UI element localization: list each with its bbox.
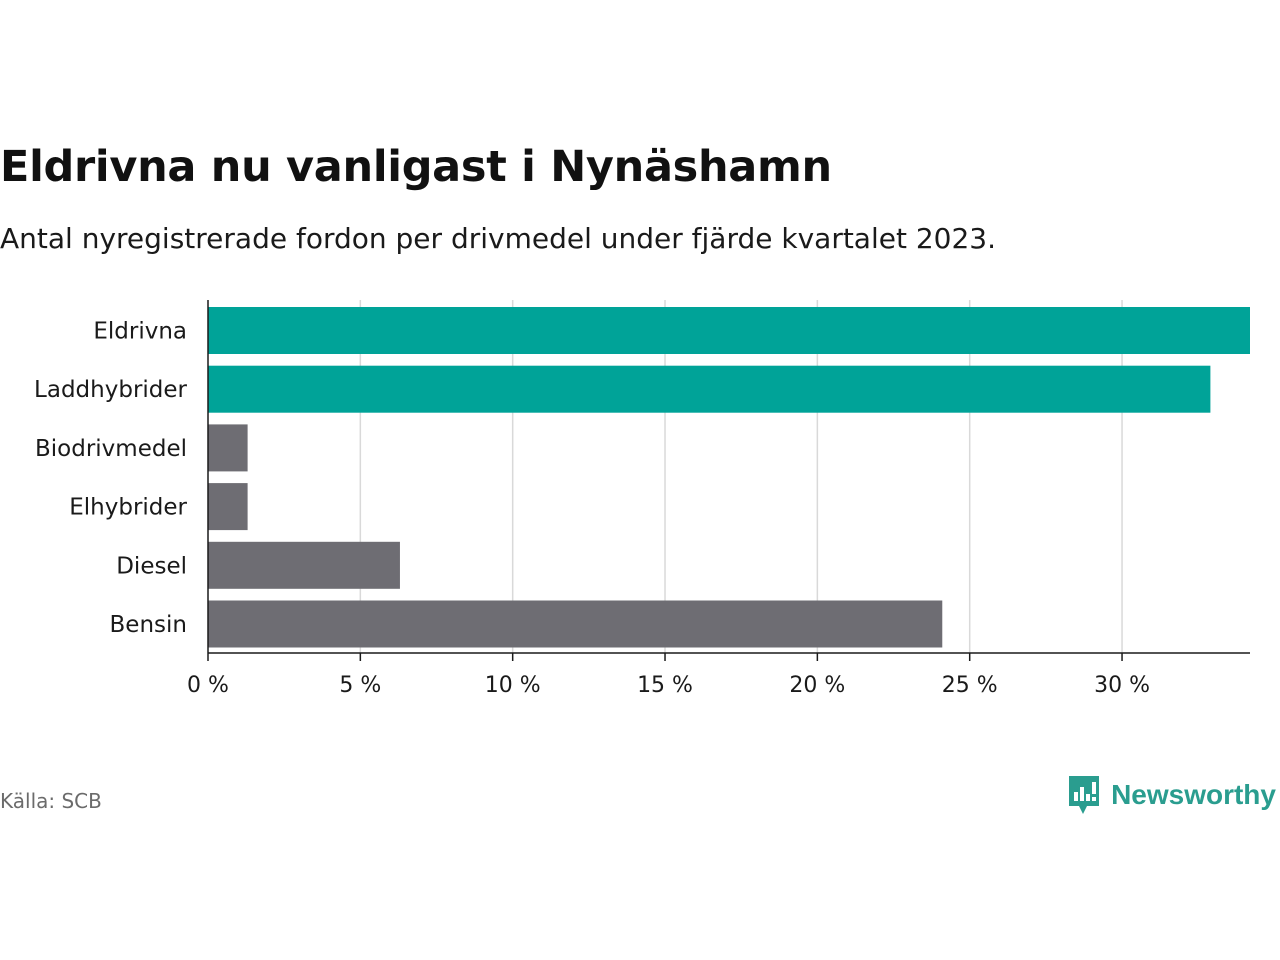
category-label: Diesel xyxy=(116,553,187,579)
source-note: Källa: SCB xyxy=(0,789,102,813)
category-label: Biodrivmedel xyxy=(35,436,187,462)
x-tick-label: 0 % xyxy=(187,673,229,698)
x-tick-label: 10 % xyxy=(485,673,541,698)
bar-bensin xyxy=(208,600,943,648)
bar-eldrivna xyxy=(208,307,1250,354)
x-tick-label: 15 % xyxy=(637,673,693,698)
category-label: Laddhybrider xyxy=(34,377,187,403)
chart-subtitle: Antal nyregistrerade fordon per drivmede… xyxy=(0,222,997,255)
category-label: Eldrivna xyxy=(93,319,187,345)
bar-chart: 0 % 5 % 10 % 15 % 20 % 25 % 30 % Eldrivna Laddhy… xyxy=(34,300,1250,698)
brand-logo: Newsworthy xyxy=(1067,774,1276,816)
newsworthy-logo-icon xyxy=(1069,776,1100,814)
x-tick-label: 25 % xyxy=(942,673,998,698)
brand-name: Newsworthy xyxy=(1111,779,1276,810)
x-tick-label: 30 % xyxy=(1094,673,1150,698)
chart-title: Eldrivna nu vanligast i Nynäshamn xyxy=(0,142,832,192)
bar-diesel xyxy=(208,541,400,589)
bar-elhybrider xyxy=(208,483,248,531)
category-label: Elhybrider xyxy=(69,495,187,521)
x-tick-label: 20 % xyxy=(789,673,845,698)
bar-biodrivmedel xyxy=(208,424,248,472)
x-tick-label: 5 % xyxy=(339,673,381,698)
category-label: Bensin xyxy=(110,612,187,638)
bar-laddhybrider xyxy=(208,365,1211,413)
